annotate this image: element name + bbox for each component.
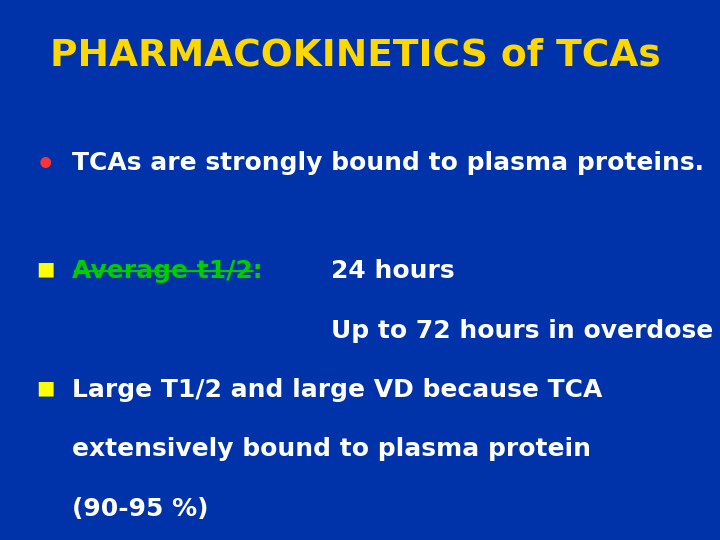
Text: extensively bound to plasma protein: extensively bound to plasma protein	[72, 437, 591, 461]
Text: Up to 72 hours in overdose: Up to 72 hours in overdose	[331, 319, 714, 342]
Text: 24 hours: 24 hours	[331, 259, 455, 283]
Text: Average t1/2:: Average t1/2:	[72, 259, 263, 283]
Text: (90-95 %): (90-95 %)	[72, 497, 209, 521]
Text: ■: ■	[36, 378, 55, 397]
Text: PHARMACOKINETICS of TCAs: PHARMACOKINETICS of TCAs	[50, 38, 661, 74]
Text: •: •	[36, 151, 55, 180]
Text: Large T1/2 and large VD because TCA: Large T1/2 and large VD because TCA	[72, 378, 603, 402]
Text: TCAs are strongly bound to plasma proteins.: TCAs are strongly bound to plasma protei…	[72, 151, 704, 175]
Text: ■: ■	[36, 259, 55, 278]
